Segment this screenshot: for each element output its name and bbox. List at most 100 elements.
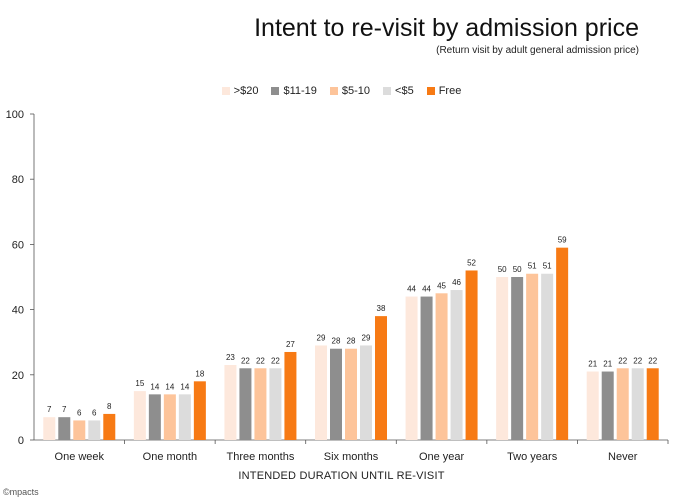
bar <box>616 368 629 440</box>
y-tick-label: 20 <box>12 370 24 382</box>
bar-value-label: 46 <box>452 278 461 287</box>
bar-value-label: 18 <box>195 369 204 378</box>
y-tick-label: 80 <box>12 174 24 186</box>
legend: >$20 $11-19 $5-10 <$5 Free <box>0 85 683 97</box>
bar <box>43 417 56 440</box>
bar-value-label: 29 <box>362 333 371 342</box>
bar <box>148 394 161 440</box>
bar <box>345 348 357 440</box>
bar <box>178 394 191 440</box>
x-tick-label: Three months <box>226 451 294 463</box>
legend-swatch <box>221 87 230 95</box>
bar-value-label: 22 <box>241 356 250 365</box>
bar-value-label: 45 <box>437 281 446 290</box>
x-tick-label: Never <box>608 451 638 463</box>
bar-value-label: 29 <box>317 333 326 342</box>
brand-label: ©mpacts <box>3 487 39 497</box>
bar <box>541 273 554 440</box>
bar <box>239 368 252 440</box>
bar <box>330 348 342 440</box>
legend-label: <$5 <box>395 85 414 97</box>
bar-value-label: 6 <box>77 408 82 417</box>
bar-value-label: 23 <box>226 353 235 362</box>
y-tick-label: 40 <box>12 305 24 317</box>
bar-value-label: 50 <box>513 265 522 274</box>
legend-label: Free <box>438 85 462 97</box>
bar <box>73 420 86 440</box>
bar <box>496 277 509 440</box>
bar <box>526 273 539 440</box>
bar <box>420 296 433 440</box>
legend-label: $11-19 <box>283 85 317 97</box>
legend-item: $5-10 <box>329 85 371 97</box>
x-tick-label: One month <box>143 451 197 463</box>
x-tick-label: One week <box>55 451 105 463</box>
x-tick-label: Two years <box>507 451 558 463</box>
bar-value-label: 50 <box>498 265 507 274</box>
legend-item: Free <box>426 85 462 97</box>
bar-value-label: 28 <box>332 337 341 346</box>
legend-swatch <box>383 87 392 95</box>
bar <box>284 351 297 440</box>
bar-value-label: 22 <box>633 356 642 365</box>
bar-value-label: 15 <box>135 379 144 388</box>
bar-value-label: 14 <box>180 382 189 391</box>
chart-title: Intent to re-visit by admission price <box>254 14 639 42</box>
bar <box>450 290 463 440</box>
bar-value-label: 22 <box>256 356 265 365</box>
bar-value-label: 7 <box>47 405 52 414</box>
bar-value-label: 38 <box>377 304 386 313</box>
x-tick-label: Six months <box>324 451 379 463</box>
x-tick-label: One year <box>419 451 465 463</box>
bar <box>601 371 614 440</box>
bar-value-label: 14 <box>150 382 159 391</box>
bar <box>586 371 599 440</box>
bar-value-label: 6 <box>92 408 97 417</box>
bar <box>58 417 71 440</box>
bar <box>405 296 418 440</box>
bar <box>224 365 237 440</box>
bar-value-label: 27 <box>286 340 295 349</box>
bar <box>269 368 282 440</box>
bar-value-label: 59 <box>558 236 567 245</box>
bar-value-label: 22 <box>271 356 280 365</box>
legend-swatch <box>271 87 280 95</box>
x-axis-title: INTENDED DURATION UNTIL RE-VISIT <box>238 470 445 482</box>
bar-value-label: 22 <box>618 356 627 365</box>
legend-label: $5-10 <box>341 85 371 97</box>
y-tick-label: 0 <box>18 435 24 447</box>
bar <box>254 368 267 440</box>
bar <box>465 270 478 440</box>
bar <box>511 277 524 440</box>
bar <box>88 420 101 440</box>
legend-item: $11-19 <box>271 85 317 97</box>
legend-swatch <box>329 87 338 95</box>
y-tick-label: 100 <box>6 109 24 121</box>
bar <box>556 247 569 440</box>
bar-value-label: 22 <box>648 356 657 365</box>
legend-item: <$5 <box>383 85 414 97</box>
bar-value-label: 14 <box>165 382 174 391</box>
y-tick-label: 60 <box>12 239 24 251</box>
legend-label: >$20 <box>233 85 259 97</box>
bar-value-label: 7 <box>62 405 67 414</box>
legend-item: >$20 <box>221 85 259 97</box>
bar <box>133 391 146 440</box>
bar <box>646 368 659 440</box>
bar <box>315 345 327 440</box>
chart-subtitle: (Return visit by adult general admission… <box>436 45 639 56</box>
bar-value-label: 44 <box>422 285 431 294</box>
bar-value-label: 8 <box>107 402 112 411</box>
bar-value-label: 44 <box>407 285 416 294</box>
bar <box>103 413 116 440</box>
bar <box>435 293 448 440</box>
bar-value-label: 28 <box>347 337 356 346</box>
bar <box>193 381 206 440</box>
bar <box>163 394 176 440</box>
bar-value-label: 51 <box>543 262 552 271</box>
bar-value-label: 21 <box>603 360 612 369</box>
bar-value-label: 51 <box>528 262 537 271</box>
bar-value-label: 21 <box>588 360 597 369</box>
bar <box>360 345 372 440</box>
bar-value-label: 52 <box>467 258 476 267</box>
